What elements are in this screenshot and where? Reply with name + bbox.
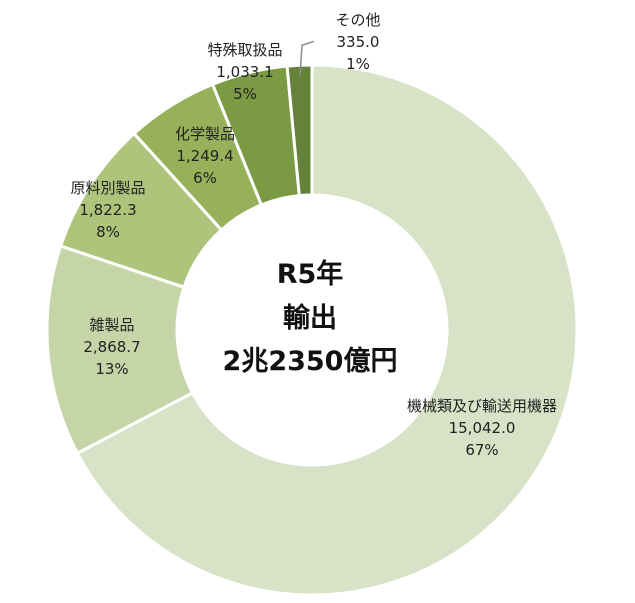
slice-1-category-label: 機械類及び輸送用機器 xyxy=(407,397,557,415)
slice-6-category-label: その他 xyxy=(335,11,380,29)
slice-4-percent-label: 6% xyxy=(193,169,217,187)
slice-3-percent-label: 8% xyxy=(96,223,120,241)
slice-group xyxy=(45,63,579,597)
slice-2-percent-label: 13% xyxy=(95,360,128,378)
center-title-line-1: R5年 xyxy=(277,258,344,290)
slice-2-category-label: 雑製品 xyxy=(89,316,134,334)
slice-3-value-label: 1,822.3 xyxy=(79,201,136,219)
slice-6-value-label: 335.0 xyxy=(337,33,380,51)
label-group: 機械類及び輸送用機器 15,042.0 67% 雑製品 2,868.7 13% 原料別製品 1… xyxy=(70,11,557,459)
slice-5-value-label: 1,033.1 xyxy=(216,63,273,81)
slice-1 xyxy=(75,63,579,597)
slice-6-percent-label: 1% xyxy=(346,55,370,73)
slice-2-value-label: 2,868.7 xyxy=(83,338,140,356)
leader-line-group xyxy=(299,40,315,76)
center-title-line-2: 輸出 xyxy=(283,302,337,334)
slice-4-category-label: 化学製品 xyxy=(175,125,235,143)
slice-6 xyxy=(285,63,314,198)
slice-4-value-label: 1,249.4 xyxy=(176,147,233,165)
slice-5-category-label: 特殊取扱品 xyxy=(207,41,282,59)
center-title-line-3: 2兆2350億円 xyxy=(223,346,398,377)
slice-3-category-label: 原料別製品 xyxy=(70,179,145,197)
slice-1-value-label: 15,042.0 xyxy=(449,419,516,437)
slice-1-percent-label: 67% xyxy=(465,441,498,459)
slice-5-percent-label: 5% xyxy=(233,85,257,103)
slice-6-leader-line xyxy=(299,40,315,76)
